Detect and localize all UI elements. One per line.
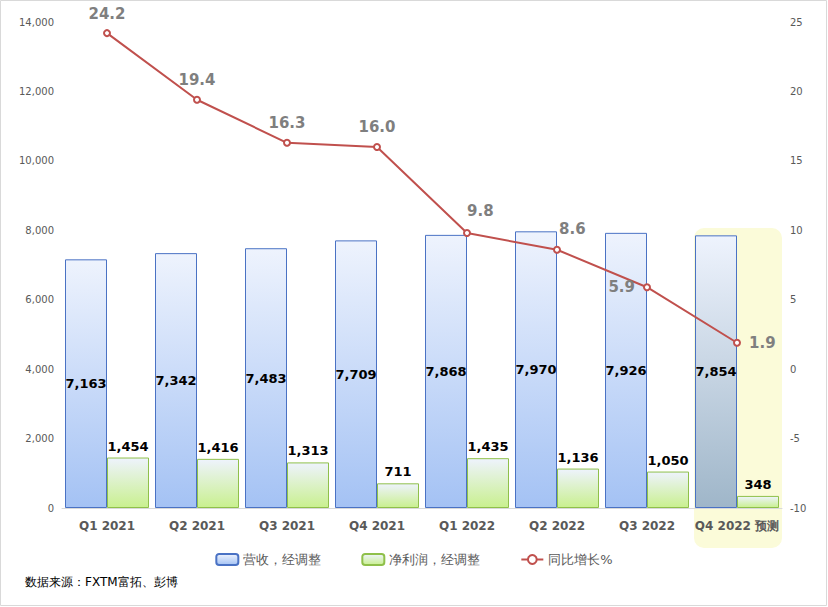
svg-text:0: 0 xyxy=(790,364,796,375)
svg-text:7,163: 7,163 xyxy=(65,376,106,391)
svg-text:数据来源：FXTM富拓、彭博: 数据来源：FXTM富拓、彭博 xyxy=(25,575,178,589)
svg-text:16.0: 16.0 xyxy=(358,118,395,136)
svg-text:9.8: 9.8 xyxy=(467,202,494,220)
svg-text:营收，经调整: 营收，经调整 xyxy=(243,552,321,567)
svg-text:4,000: 4,000 xyxy=(25,364,54,375)
svg-text:15: 15 xyxy=(790,155,803,166)
svg-text:10,000: 10,000 xyxy=(19,155,54,166)
svg-text:净利润，经调整: 净利润，经调整 xyxy=(389,552,480,567)
svg-text:12,000: 12,000 xyxy=(19,86,54,97)
svg-text:1,416: 1,416 xyxy=(197,440,238,455)
svg-text:25: 25 xyxy=(790,17,803,28)
svg-text:19.4: 19.4 xyxy=(178,71,215,89)
svg-text:7,926: 7,926 xyxy=(605,363,646,378)
svg-text:348: 348 xyxy=(744,477,771,492)
svg-text:1,313: 1,313 xyxy=(287,443,328,458)
svg-text:1,435: 1,435 xyxy=(467,439,508,454)
svg-text:Q2 2022: Q2 2022 xyxy=(529,519,585,533)
svg-text:7,483: 7,483 xyxy=(245,371,286,386)
svg-text:Q4 2021: Q4 2021 xyxy=(349,519,405,533)
svg-text:8,000: 8,000 xyxy=(25,225,54,236)
svg-text:同比增长%: 同比增长% xyxy=(548,552,612,567)
svg-text:Q1 2021: Q1 2021 xyxy=(79,519,135,533)
svg-text:14,000: 14,000 xyxy=(19,17,54,28)
svg-text:6,000: 6,000 xyxy=(25,294,54,305)
svg-text:8.6: 8.6 xyxy=(559,220,586,238)
svg-text:-5: -5 xyxy=(790,433,800,444)
svg-text:1.9: 1.9 xyxy=(749,334,776,352)
svg-text:7,868: 7,868 xyxy=(425,364,466,379)
svg-text:7,970: 7,970 xyxy=(515,362,556,377)
svg-text:1,136: 1,136 xyxy=(557,450,598,465)
svg-text:7,709: 7,709 xyxy=(335,367,376,382)
svg-text:7,342: 7,342 xyxy=(155,373,196,388)
svg-text:0: 0 xyxy=(48,503,54,514)
svg-text:2,000: 2,000 xyxy=(25,433,54,444)
svg-text:10: 10 xyxy=(790,225,803,236)
svg-text:7,854: 7,854 xyxy=(695,364,736,379)
svg-text:Q3 2022: Q3 2022 xyxy=(619,519,675,533)
svg-text:20: 20 xyxy=(790,86,803,97)
svg-text:Q1 2022: Q1 2022 xyxy=(439,519,495,533)
svg-text:1,050: 1,050 xyxy=(647,453,688,468)
svg-text:Q2 2021: Q2 2021 xyxy=(169,519,225,533)
svg-text:1,454: 1,454 xyxy=(107,439,148,454)
svg-text:5.9: 5.9 xyxy=(608,278,635,296)
svg-text:Q3 2021: Q3 2021 xyxy=(259,519,315,533)
svg-text:5: 5 xyxy=(790,294,796,305)
svg-text:Q4 2022 预测: Q4 2022 预测 xyxy=(695,519,779,533)
svg-text:-10: -10 xyxy=(790,503,806,514)
svg-text:16.3: 16.3 xyxy=(268,114,305,132)
svg-text:711: 711 xyxy=(384,464,411,479)
svg-text:24.2: 24.2 xyxy=(88,5,125,23)
